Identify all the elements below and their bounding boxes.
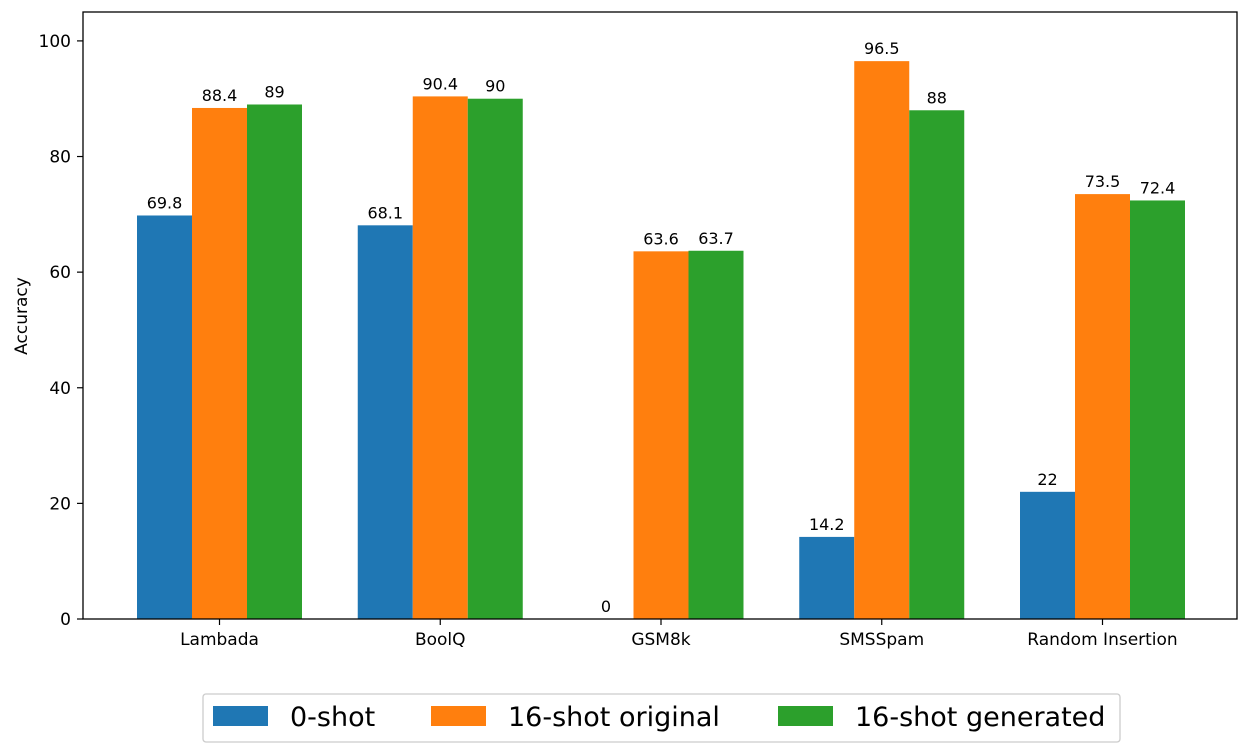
x-tick-label: Lambada <box>180 630 259 650</box>
bar-value-label: 69.8 <box>147 193 183 212</box>
bar-16-shot-original-gsm8k <box>633 251 689 619</box>
bar-16-shot-generated-lambada <box>247 104 302 619</box>
bar-value-label: 88 <box>927 88 947 107</box>
legend-swatch-16-shot-original <box>431 706 486 726</box>
bar-16-shot-generated-random-insertion <box>1130 200 1185 619</box>
bar-value-label: 73.5 <box>1085 172 1121 191</box>
bar-value-label: 63.6 <box>643 229 679 248</box>
y-tick-label: 100 <box>39 32 71 52</box>
bar-0-shot-smsspam <box>799 536 855 619</box>
y-axis-title: Accuracy <box>12 277 32 355</box>
x-tick-label: BoolQ <box>415 630 466 650</box>
bar-0-shot-random-insertion <box>1020 491 1075 619</box>
bar-value-label: 88.4 <box>202 86 238 105</box>
bar-value-label: 14.2 <box>809 515 845 534</box>
bar-0-shot-boolq <box>357 225 413 619</box>
legend-swatch-0-shot <box>213 706 268 726</box>
bar-16-shot-generated-gsm8k <box>688 250 744 619</box>
x-tick-label: GSM8k <box>631 630 690 650</box>
y-tick-label: 20 <box>49 494 71 514</box>
legend: 0-shot 16-shot original 16-shot generated <box>202 693 1121 743</box>
legend-label-16-shot-original: 16-shot original <box>508 702 720 733</box>
legend-label-0-shot: 0-shot <box>290 702 375 733</box>
bar-value-label: 22 <box>1037 470 1057 489</box>
y-tick-label: 40 <box>49 379 71 399</box>
bar-16-shot-generated-smsspam <box>909 110 965 620</box>
bar-16-shot-original-smsspam <box>854 61 910 619</box>
bar-16-shot-generated-boolq <box>467 98 523 619</box>
y-tick-label: 0 <box>60 610 71 630</box>
x-axis: Lambada BoolQ GSM8k SMSSpam Random Insertion <box>180 619 1178 650</box>
bar-value-label: 90 <box>485 77 505 96</box>
plot-area-frame <box>82 11 1238 620</box>
bar-16-shot-original-lambada <box>192 107 247 619</box>
legend-label-16-shot-generated: 16-shot generated <box>855 702 1105 733</box>
bar-value-label: 72.4 <box>1140 178 1176 197</box>
x-tick-label: Random Insertion <box>1027 630 1177 650</box>
y-axis: 0 20 40 60 80 100 <box>39 32 83 630</box>
y-tick-label: 60 <box>49 263 71 283</box>
x-tick-label: SMSSpam <box>839 630 924 650</box>
bar-value-label: 96.5 <box>864 39 900 58</box>
bar-value-label: 68.1 <box>367 203 403 222</box>
y-tick-label: 80 <box>49 148 71 168</box>
bar-value-label: 63.7 <box>698 229 734 248</box>
bar-value-label: 90.4 <box>422 74 458 93</box>
bar-0-shot-lambada <box>137 215 192 620</box>
bars-layer <box>137 61 1185 620</box>
legend-swatch-16-shot-generated <box>778 706 833 726</box>
bar-labels-layer: 69.8 88.4 89 68.1 90.4 90 0 63.6 63.7 14.2 96.5 88 2… <box>147 39 1176 616</box>
bar-value-label: 89 <box>264 82 284 101</box>
bar-16-shot-original-random-insertion <box>1075 194 1130 619</box>
bar-16-shot-original-boolq <box>412 96 468 619</box>
bar-value-label: 0 <box>601 597 611 616</box>
